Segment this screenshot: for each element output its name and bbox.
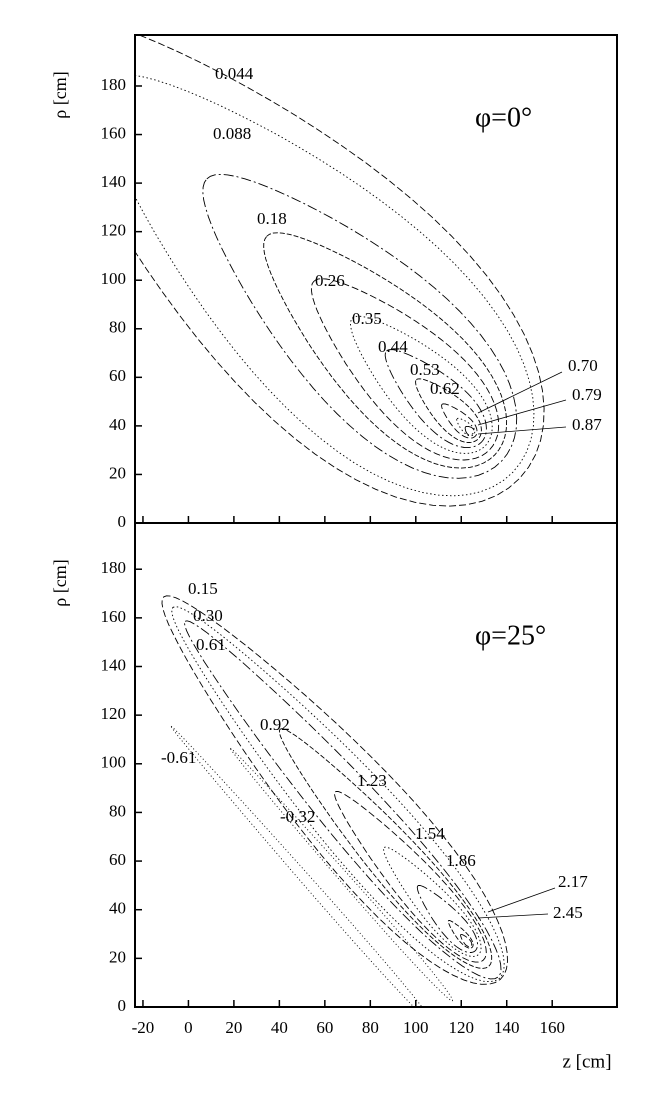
x-tick-label: 0 (184, 1018, 193, 1037)
y-tick-label: 60 (109, 366, 126, 385)
x-tick-label: 140 (494, 1018, 520, 1037)
contour-label: 0.088 (213, 124, 251, 143)
leader-line (477, 913, 549, 919)
contour-label: 0.044 (215, 64, 254, 83)
y-tick-label: 100 (101, 269, 127, 288)
contour-label: 2.45 (553, 903, 583, 922)
y-tick-label: 140 (101, 172, 127, 191)
contour-label: 0.87 (572, 415, 602, 434)
plot-frame (134, 522, 618, 1008)
x-tick-label: 80 (362, 1018, 379, 1037)
contour-label: 1.54 (415, 824, 445, 843)
contour-line (171, 606, 505, 983)
x-tick-label: 120 (449, 1018, 475, 1037)
contour-label: 0.44 (378, 337, 408, 356)
y-tick-label: 40 (109, 415, 126, 434)
leader-line (487, 887, 556, 913)
y-axis-label: ρ [cm] (50, 71, 70, 118)
contour-line (229, 747, 453, 1002)
contour-line (184, 620, 502, 980)
contour-line (135, 74, 535, 497)
contour-label: 0.79 (572, 385, 602, 404)
contour-label: 0.62 (430, 379, 460, 398)
contour-line (202, 173, 518, 479)
x-tick-label: 20 (225, 1018, 242, 1037)
x-tick-label: 60 (316, 1018, 333, 1037)
contour-line (383, 846, 482, 957)
contour-line (350, 315, 493, 454)
contour-label: 0.30 (193, 606, 223, 625)
y-tick-label: 160 (101, 123, 127, 142)
contour-line (464, 425, 475, 436)
annotation: φ=0° (475, 102, 532, 133)
leader-line (477, 426, 567, 435)
contour-line (263, 232, 508, 469)
contour-line (135, 35, 545, 507)
y-tick-label: 0 (118, 996, 127, 1015)
leader-line (477, 371, 563, 414)
contour-label: 1.23 (357, 771, 387, 790)
leader-line (477, 399, 567, 426)
y-tick-label: 0 (118, 512, 127, 531)
x-tick-label: 40 (271, 1018, 288, 1037)
y-tick-label: 120 (101, 704, 127, 723)
y-tick-label: 40 (109, 899, 126, 918)
y-tick-label: 120 (101, 221, 127, 240)
y-tick-label: 80 (109, 318, 126, 337)
contour-line (384, 349, 487, 449)
y-tick-label: 140 (101, 655, 127, 674)
contour-line (310, 278, 500, 461)
contour-line (415, 378, 482, 443)
contour-line (416, 884, 478, 953)
contour-line (447, 920, 474, 949)
contour-label: -0.61 (161, 748, 196, 767)
x-tick-label: 100 (403, 1018, 429, 1037)
plot-frame (134, 34, 618, 524)
contour-line (334, 790, 487, 963)
contours (161, 595, 508, 1007)
x-axis-label: z [cm] (562, 1051, 611, 1072)
contour-label: 0.92 (260, 715, 290, 734)
x-tick-label: 160 (539, 1018, 565, 1037)
y-axis-label: ρ [cm] (50, 559, 70, 606)
x-tick-label: -20 (132, 1018, 155, 1037)
contour-label: 0.53 (410, 360, 440, 379)
contour-label: 0.70 (568, 356, 598, 375)
y-tick-label: 100 (101, 753, 127, 772)
contour-label: 0.26 (315, 271, 345, 290)
y-tick-label: 180 (101, 558, 127, 577)
y-tick-label: 180 (101, 75, 127, 94)
contour-line (161, 595, 508, 985)
annotation: φ=25° (475, 620, 546, 651)
contour-label: 0.61 (196, 635, 226, 654)
contour-label: 1.86 (446, 851, 476, 870)
y-tick-label: 20 (109, 947, 126, 966)
contour-line (460, 933, 473, 948)
contour-line (170, 725, 423, 1007)
y-tick-label: 60 (109, 850, 126, 869)
contour-label: -0.32 (280, 807, 315, 826)
y-tick-label: 80 (109, 801, 126, 820)
contour-label: 0.18 (257, 209, 287, 228)
contours (135, 35, 545, 507)
y-tick-label: 20 (109, 463, 126, 482)
contour-label: 2.17 (558, 872, 588, 891)
contour-line (441, 403, 478, 439)
y-tick-label: 160 (101, 607, 127, 626)
contour-label: 0.15 (188, 579, 218, 598)
contour-label: 0.35 (352, 309, 382, 328)
contour-line (278, 728, 493, 969)
